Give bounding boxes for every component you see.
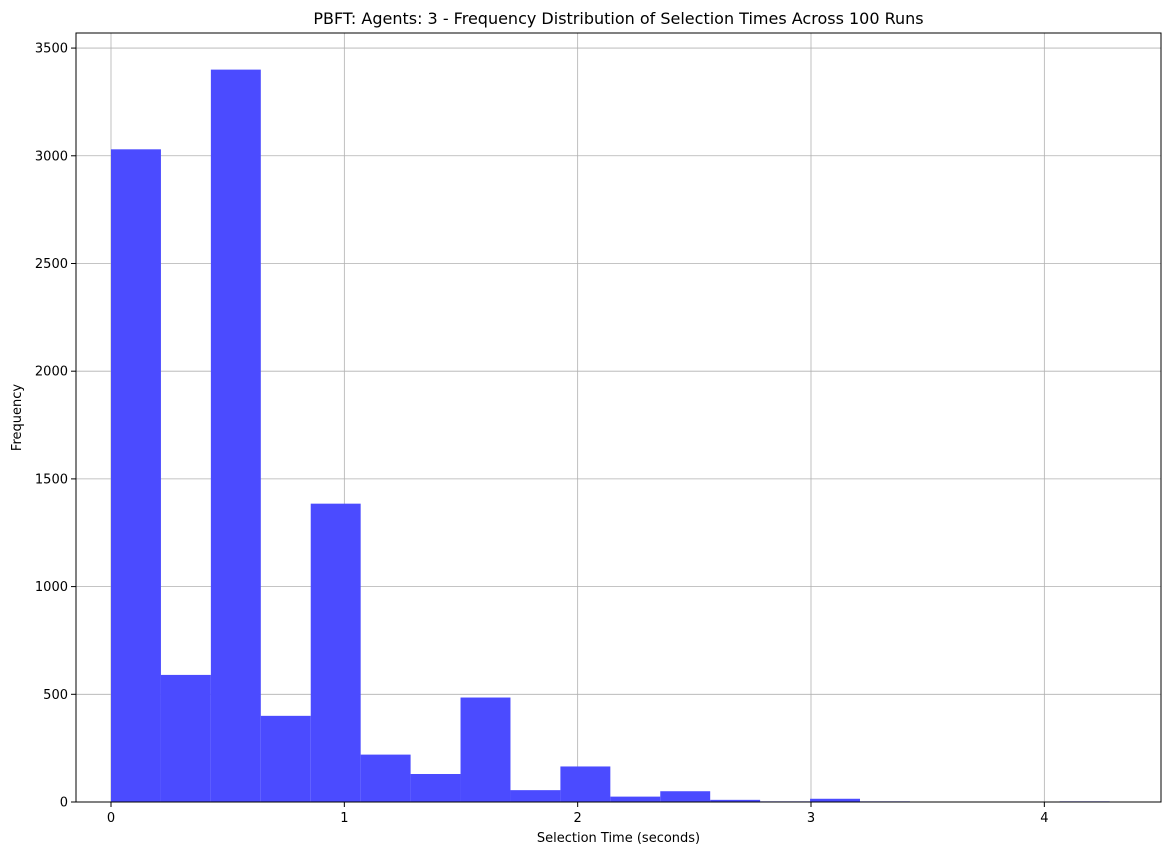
x-tick-label: 4 (1040, 811, 1048, 826)
histogram-bar (510, 790, 561, 802)
histogram-bar (260, 715, 311, 802)
y-tick-label: 2000 (35, 365, 68, 380)
histogram-bar (410, 773, 461, 802)
y-tick-label: 2500 (35, 257, 68, 272)
histogram-bar (360, 754, 411, 802)
y-tick-label: 3000 (35, 149, 68, 164)
histogram-bar (111, 149, 161, 802)
histogram-bar (460, 697, 511, 802)
histogram-bar (660, 791, 711, 802)
x-tick-label: 2 (574, 811, 582, 826)
histogram-bar (710, 799, 761, 802)
histogram-bars (111, 69, 1110, 803)
x-axis-label: Selection Time (seconds) (537, 831, 700, 846)
x-axis-ticks: 0 1 2 3 4 (107, 802, 1048, 826)
histogram-bar (560, 766, 611, 802)
y-axis-label: Frequency (10, 384, 25, 451)
y-tick-label: 0 (60, 796, 68, 811)
x-tick-label: 3 (807, 811, 815, 826)
x-tick-label: 0 (107, 811, 115, 826)
histogram-bar (610, 796, 661, 802)
chart-title: PBFT: Agents: 3 - Frequency Distribution… (313, 9, 923, 28)
histogram-bar (160, 674, 211, 802)
histogram-bar (210, 69, 261, 803)
y-tick-label: 500 (43, 688, 68, 703)
histogram-bar (810, 798, 860, 802)
x-tick-label: 1 (340, 811, 348, 826)
histogram-bar (310, 503, 361, 802)
y-axis-ticks: 0 500 1000 1500 2000 2500 3000 3500 (35, 42, 76, 811)
plot-frame (75, 32, 1162, 803)
y-tick-label: 1000 (35, 580, 68, 595)
y-tick-label: 3500 (35, 42, 68, 57)
y-tick-label: 1500 (35, 472, 68, 487)
